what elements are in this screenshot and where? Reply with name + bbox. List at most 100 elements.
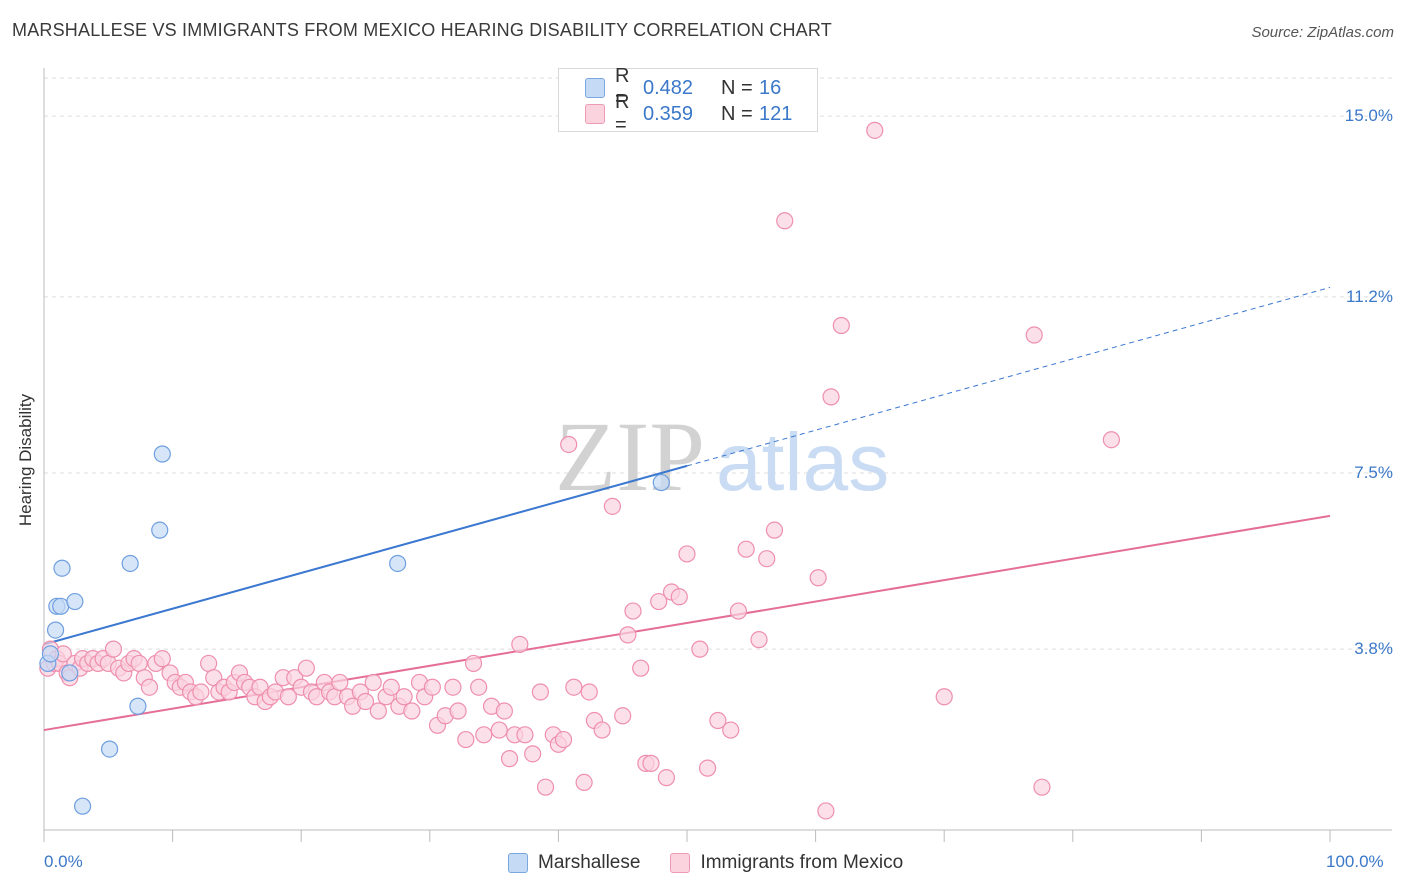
- data-point: [200, 654, 218, 673]
- correlation-legend: R = 0.482 N = 16 R = 0.359 N = 121: [558, 65, 818, 136]
- data-point: [153, 445, 171, 463]
- data-point: [1033, 778, 1051, 796]
- data-point: [100, 740, 119, 758]
- data-point: [121, 554, 139, 573]
- legend-item-mexico: Immigrants from Mexico: [670, 852, 903, 874]
- data-point: [554, 730, 573, 749]
- data-point: [650, 592, 668, 611]
- watermark: ZIP atlas: [555, 401, 889, 512]
- data-point: [632, 659, 650, 677]
- data-point: [817, 802, 835, 820]
- n-label: N =: [721, 102, 753, 125]
- data-point: [423, 678, 441, 696]
- legend-item-marshallese: Marshallese: [508, 852, 640, 874]
- data-point: [449, 702, 467, 720]
- n-label: N =: [721, 76, 753, 99]
- data-point: [130, 654, 148, 673]
- data-point: [151, 521, 169, 539]
- data-point: [614, 707, 632, 725]
- legend-swatch-marshallese: [508, 853, 528, 873]
- data-point: [73, 797, 92, 815]
- data-point: [809, 569, 827, 587]
- watermark-zip: ZIP: [555, 401, 705, 512]
- data-point: [652, 473, 670, 492]
- data-point: [516, 726, 534, 744]
- legend-swatch-mexico: [585, 104, 605, 124]
- n-value: 121: [759, 102, 793, 125]
- data-point: [46, 621, 65, 639]
- data-point: [331, 673, 349, 692]
- y-tick-label: 3.8%: [1354, 639, 1393, 659]
- r-value: 0.359: [643, 102, 694, 125]
- source-label: Source: ZipAtlas.com: [1251, 24, 1394, 41]
- data-point: [580, 683, 598, 701]
- data-point: [369, 702, 387, 720]
- data-point: [382, 678, 400, 696]
- data-point: [464, 654, 483, 673]
- data-point: [593, 721, 611, 739]
- trend-line: [43, 464, 688, 646]
- data-point: [140, 678, 159, 696]
- n-value: 16: [759, 76, 782, 99]
- watermark-atlas: atlas: [716, 417, 889, 508]
- data-point: [1102, 431, 1120, 449]
- grid-lines: [44, 77, 1395, 650]
- y-axis-label: Hearing Disability: [16, 393, 35, 527]
- legend-row-mexico: R = 0.359 N = 121: [585, 91, 793, 136]
- data-points: [39, 121, 1120, 820]
- r-value: 0.482: [643, 76, 694, 99]
- axes: [43, 68, 1392, 842]
- data-point: [776, 212, 794, 230]
- data-point: [364, 673, 382, 692]
- r-label: R =: [615, 91, 630, 136]
- data-point: [866, 121, 884, 139]
- series-legend: Marshallese Immigrants from Mexico: [508, 852, 933, 874]
- data-point: [737, 540, 755, 558]
- data-point: [403, 702, 421, 720]
- data-point: [66, 592, 84, 611]
- data-point: [192, 683, 210, 701]
- data-point: [1025, 326, 1043, 344]
- legend-label-marshallese: Marshallese: [538, 852, 641, 873]
- data-point: [657, 769, 676, 787]
- r-label: R =: [615, 65, 630, 110]
- chart-title: MARSHALLESE VS IMMIGRANTS FROM MEXICO HE…: [12, 20, 832, 40]
- x-tick-label-max: 100.0%: [1326, 852, 1384, 871]
- data-point: [279, 688, 297, 706]
- data-point: [624, 602, 642, 620]
- legend-swatch-mexico: [670, 853, 691, 873]
- trend-line-extension: [686, 286, 1331, 467]
- data-point: [457, 730, 475, 749]
- data-point: [560, 435, 578, 454]
- data-point: [575, 773, 593, 792]
- data-point: [729, 602, 748, 620]
- legend-label-mexico: Immigrants from Mexico: [700, 852, 904, 873]
- data-point: [511, 635, 529, 653]
- data-point: [297, 659, 315, 677]
- data-point: [395, 688, 413, 706]
- data-point: [104, 640, 123, 658]
- data-point: [129, 697, 147, 715]
- y-tick-label: 7.5%: [1354, 463, 1393, 483]
- data-point: [444, 678, 462, 696]
- y-tick-label: 15.0%: [1344, 106, 1393, 126]
- data-point: [500, 750, 519, 768]
- data-point: [490, 721, 508, 739]
- data-point: [356, 692, 375, 711]
- data-point: [61, 664, 79, 682]
- data-point: [750, 631, 768, 649]
- data-point: [832, 316, 850, 335]
- data-point: [822, 388, 840, 406]
- data-point: [698, 759, 717, 777]
- data-point: [603, 497, 622, 515]
- data-point: [536, 778, 555, 796]
- data-point: [935, 688, 953, 706]
- data-point: [475, 726, 493, 744]
- x-tick-label-min: 0.0%: [44, 852, 83, 871]
- data-point: [531, 683, 549, 701]
- data-point: [565, 678, 583, 696]
- data-point: [678, 545, 696, 563]
- data-point: [153, 650, 171, 668]
- data-point: [670, 588, 688, 606]
